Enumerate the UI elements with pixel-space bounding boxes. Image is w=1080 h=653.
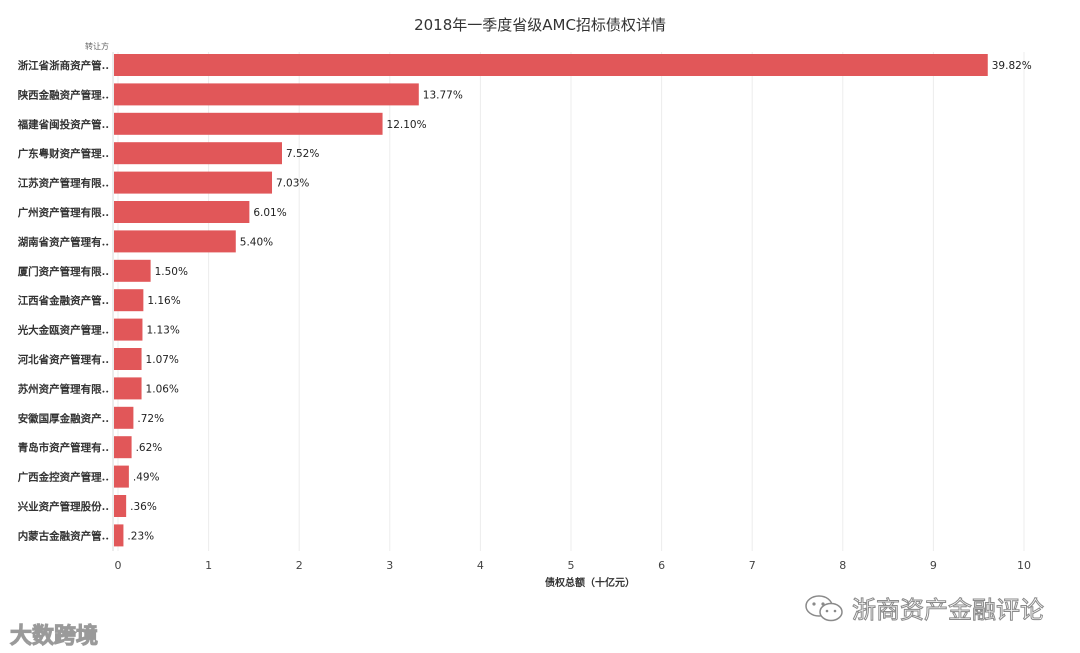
category-label: 河北省资产管理有..	[18, 353, 109, 366]
category-label: 安徽国厚金融资产..	[18, 412, 109, 425]
x-tick-label: 2	[296, 559, 303, 572]
data-label: 1.06%	[146, 383, 179, 395]
category-axis-label: 转让方	[85, 41, 109, 51]
data-label: .72%	[137, 413, 164, 425]
category-label: 江苏资产管理有限..	[18, 177, 109, 190]
bar	[114, 524, 124, 547]
bar	[114, 465, 129, 488]
data-label: .36%	[130, 501, 157, 513]
watermark-right-text: 浙商资产金融评论	[852, 596, 1045, 625]
x-tick-label: 9	[930, 559, 937, 572]
x-tick-label: 8	[839, 559, 846, 572]
category-label: 兴业资产管理股份..	[18, 500, 109, 513]
watermark-right: 浙商资产金融评论	[804, 590, 1045, 625]
category-label: 浙江省浙商资产管..	[18, 59, 109, 72]
bar	[114, 142, 282, 165]
x-tick-label: 4	[477, 559, 484, 572]
data-label: .49%	[133, 472, 160, 484]
bar	[114, 112, 383, 135]
x-tick-label: 6	[658, 559, 665, 572]
data-label: 1.07%	[146, 354, 179, 366]
data-label: 7.03%	[276, 178, 309, 190]
bar	[114, 318, 143, 341]
category-label: 光大金瓯资产管理..	[17, 324, 109, 337]
data-label: 1.50%	[155, 266, 188, 278]
x-tick-label: 0	[115, 559, 122, 572]
data-label: 5.40%	[240, 236, 273, 248]
bar	[114, 230, 236, 253]
data-label: 7.52%	[286, 148, 319, 160]
watermark-left-text: 大数跨境	[9, 624, 99, 650]
bar	[114, 201, 250, 223]
wechat-icon	[805, 594, 843, 621]
bar	[114, 259, 151, 282]
bar	[114, 436, 132, 459]
category-label: 苏州资产管理有限..	[18, 382, 109, 395]
category-label: 内蒙古金融资产管..	[18, 529, 109, 542]
data-label: 6.01%	[253, 207, 286, 219]
chart-title: 2018年一季度省级AMC招标债权详情	[414, 16, 666, 34]
x-tick-label: 10	[1017, 559, 1031, 572]
data-label: 12.10%	[387, 119, 427, 131]
data-label: .62%	[136, 442, 163, 454]
x-axis-title: 债权总额（十亿元）	[545, 576, 635, 589]
category-label: 陕西金融资产管理..	[18, 88, 109, 101]
category-label: 福建省闽投资产管..	[17, 118, 109, 131]
category-label: 广州资产管理有限..	[18, 206, 109, 219]
category-label: 湖南省资产管理有..	[18, 235, 109, 248]
x-tick-label: 1	[205, 559, 212, 572]
category-label: 广西金控资产管理..	[18, 471, 109, 484]
x-tick-label: 3	[386, 559, 393, 572]
bar	[114, 171, 273, 194]
bar	[114, 406, 134, 429]
bar	[114, 348, 142, 370]
category-label: 江西省金融资产管..	[18, 294, 109, 307]
category-label: 青岛市资产管理有..	[18, 441, 109, 454]
category-label: 厦门资产管理有限..	[18, 265, 109, 278]
bar	[114, 495, 127, 517]
bar	[114, 83, 419, 106]
bar	[114, 289, 144, 312]
data-label: 1.13%	[146, 325, 179, 337]
bar	[114, 54, 988, 76]
bar	[114, 377, 142, 400]
watermark-left: 大数跨境	[8, 618, 98, 650]
data-label: 1.16%	[147, 295, 180, 307]
x-tick-label: 5	[568, 559, 575, 572]
data-label: .23%	[127, 530, 154, 542]
data-label: 39.82%	[992, 60, 1032, 72]
category-label: 广东粤财资产管理..	[18, 147, 109, 160]
data-label: 13.77%	[423, 89, 463, 101]
x-tick-label: 7	[749, 559, 756, 572]
